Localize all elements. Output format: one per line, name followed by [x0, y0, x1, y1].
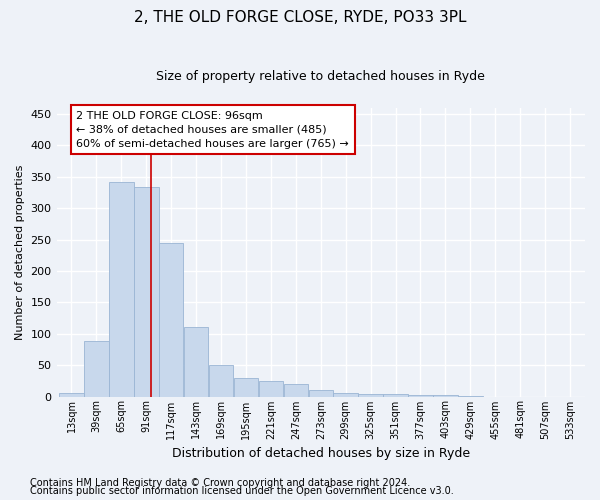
Bar: [84, 342, 109, 396]
Bar: [383, 394, 408, 396]
Bar: [284, 384, 308, 396]
Bar: [358, 394, 383, 396]
Bar: [308, 390, 333, 396]
Bar: [209, 365, 233, 396]
Text: Contains public sector information licensed under the Open Government Licence v3: Contains public sector information licen…: [30, 486, 454, 496]
Bar: [134, 187, 158, 396]
X-axis label: Distribution of detached houses by size in Ryde: Distribution of detached houses by size …: [172, 447, 470, 460]
Y-axis label: Number of detached properties: Number of detached properties: [15, 164, 25, 340]
Text: 2, THE OLD FORGE CLOSE, RYDE, PO33 3PL: 2, THE OLD FORGE CLOSE, RYDE, PO33 3PL: [134, 10, 466, 25]
Bar: [259, 381, 283, 396]
Bar: [408, 394, 433, 396]
Bar: [234, 378, 258, 396]
Text: 2 THE OLD FORGE CLOSE: 96sqm
← 38% of detached houses are smaller (485)
60% of s: 2 THE OLD FORGE CLOSE: 96sqm ← 38% of de…: [76, 111, 349, 149]
Title: Size of property relative to detached houses in Ryde: Size of property relative to detached ho…: [157, 70, 485, 83]
Text: Contains HM Land Registry data © Crown copyright and database right 2024.: Contains HM Land Registry data © Crown c…: [30, 478, 410, 488]
Bar: [159, 244, 184, 396]
Bar: [109, 182, 134, 396]
Bar: [184, 328, 208, 396]
Bar: [334, 392, 358, 396]
Bar: [59, 394, 84, 396]
